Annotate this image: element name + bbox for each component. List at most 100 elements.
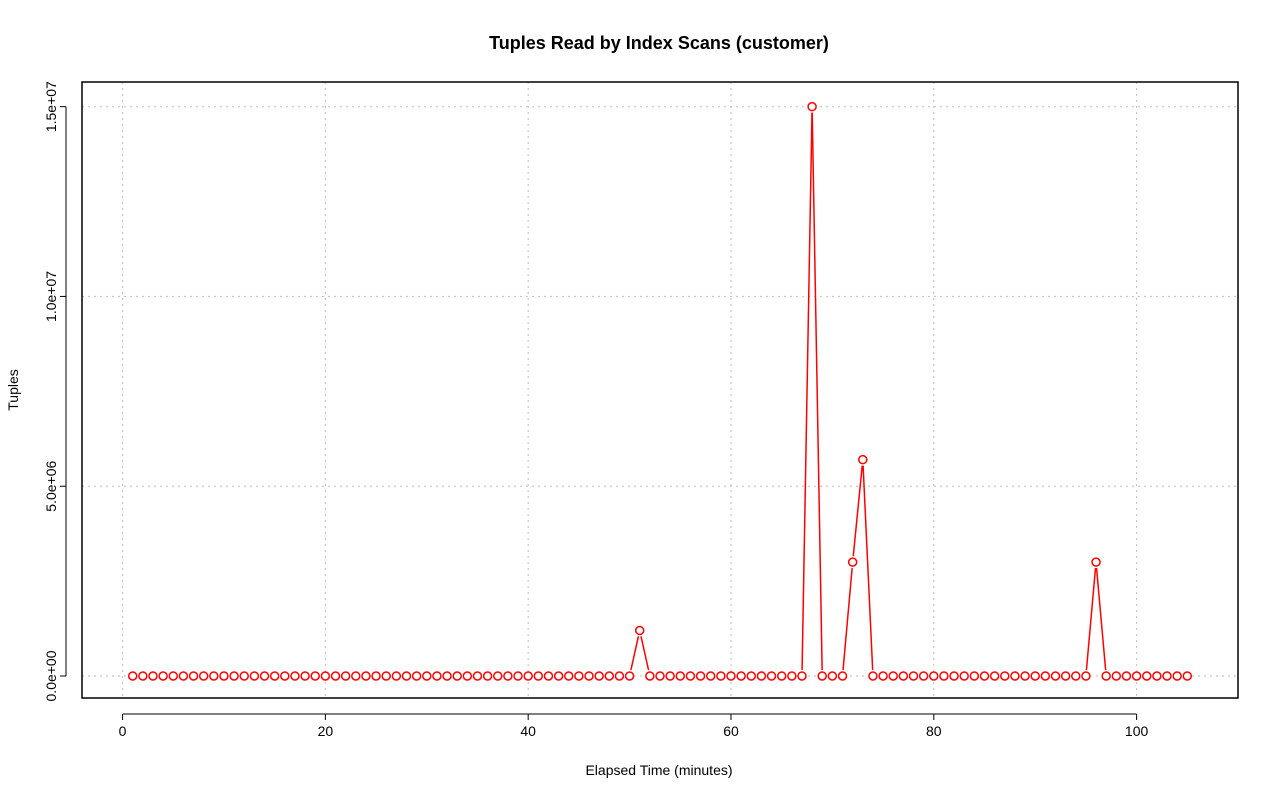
data-point <box>888 671 898 681</box>
data-point <box>1050 671 1061 681</box>
data-point <box>989 671 1000 681</box>
data-point <box>574 671 584 681</box>
data-point <box>1091 557 1101 567</box>
data-point <box>401 671 412 681</box>
data-point <box>685 671 696 681</box>
data-point <box>756 671 767 681</box>
series-segment <box>630 636 640 671</box>
data-point <box>1131 671 1142 681</box>
data-point <box>138 671 148 681</box>
data-point <box>929 671 939 681</box>
data-point <box>249 671 260 681</box>
data-point <box>523 671 533 681</box>
data-point <box>797 671 807 681</box>
x-tick-label: 40 <box>520 723 536 739</box>
data-point <box>918 671 929 681</box>
y-tick-label: 5.0e+06 <box>43 461 59 512</box>
data-point <box>320 671 331 681</box>
data-point <box>908 671 919 681</box>
data-point <box>655 671 665 681</box>
data-point <box>858 454 868 465</box>
data-point <box>269 671 280 681</box>
x-tick-label: 100 <box>1125 723 1149 739</box>
data-point <box>533 671 544 681</box>
data-point <box>1141 671 1152 681</box>
series-tuples <box>127 101 1193 681</box>
data-point <box>817 671 827 681</box>
data-point <box>604 671 615 681</box>
y-tick-label: 1.5e+07 <box>43 81 59 132</box>
y-tick-label: 1.0e+07 <box>43 271 59 322</box>
y-axis-label: Tuples <box>5 369 21 411</box>
data-point <box>148 671 158 681</box>
data-point <box>300 671 310 681</box>
data-point <box>209 671 219 681</box>
data-point <box>1152 671 1162 681</box>
data-point <box>1010 671 1020 681</box>
data-point <box>675 671 686 681</box>
data-point <box>219 671 229 681</box>
plot-area-frame <box>81 81 1239 699</box>
series-segment <box>801 112 813 671</box>
data-point <box>188 671 199 681</box>
data-point <box>563 671 574 681</box>
data-point <box>1081 671 1091 681</box>
x-tick-label: 20 <box>318 723 334 739</box>
data-point <box>422 671 432 681</box>
data-point <box>280 671 290 681</box>
series-segment <box>1085 568 1097 671</box>
data-point <box>584 671 594 681</box>
data-point <box>127 671 138 681</box>
data-point <box>726 671 736 681</box>
data-point <box>594 671 604 681</box>
data-point <box>178 671 189 681</box>
data-point <box>1111 671 1122 681</box>
data-point <box>949 671 959 681</box>
data-point <box>229 671 239 681</box>
data-point <box>513 671 523 681</box>
data-point <box>1020 671 1030 681</box>
data-point <box>503 671 513 681</box>
data-point <box>736 671 746 681</box>
chart-title: Tuples Read by Index Scans (customer) <box>489 33 829 53</box>
data-point <box>868 671 878 681</box>
data-point <box>361 671 371 681</box>
series-segment <box>640 636 650 671</box>
data-point <box>614 671 625 681</box>
data-point <box>847 557 858 567</box>
data-point <box>716 671 726 681</box>
data-point <box>1000 671 1010 681</box>
data-point <box>766 671 777 681</box>
data-point <box>837 671 848 681</box>
data-point <box>432 671 442 681</box>
data-point <box>1121 671 1132 681</box>
data-point <box>391 671 402 681</box>
series-segment <box>852 465 863 557</box>
data-point <box>452 671 462 681</box>
series-segment <box>862 465 874 671</box>
series-segment <box>811 112 823 671</box>
data-point <box>665 671 675 681</box>
data-point <box>239 671 249 681</box>
data-point <box>624 671 635 681</box>
data-point <box>1162 671 1172 681</box>
data-point <box>1182 671 1193 681</box>
data-point <box>746 671 757 681</box>
data-point <box>482 671 493 681</box>
data-point <box>198 671 209 681</box>
data-point <box>1172 671 1182 681</box>
data-point <box>695 671 706 681</box>
x-tick-label: 80 <box>926 723 942 739</box>
data-point <box>493 671 503 681</box>
grid-lines <box>82 82 1238 698</box>
data-point <box>330 671 341 681</box>
data-point <box>1071 671 1081 681</box>
data-point <box>259 671 270 681</box>
data-point <box>939 671 949 681</box>
data-point <box>634 625 645 636</box>
data-point <box>472 671 483 681</box>
data-point <box>158 671 168 681</box>
series-segment <box>842 568 853 671</box>
data-point <box>959 671 969 681</box>
